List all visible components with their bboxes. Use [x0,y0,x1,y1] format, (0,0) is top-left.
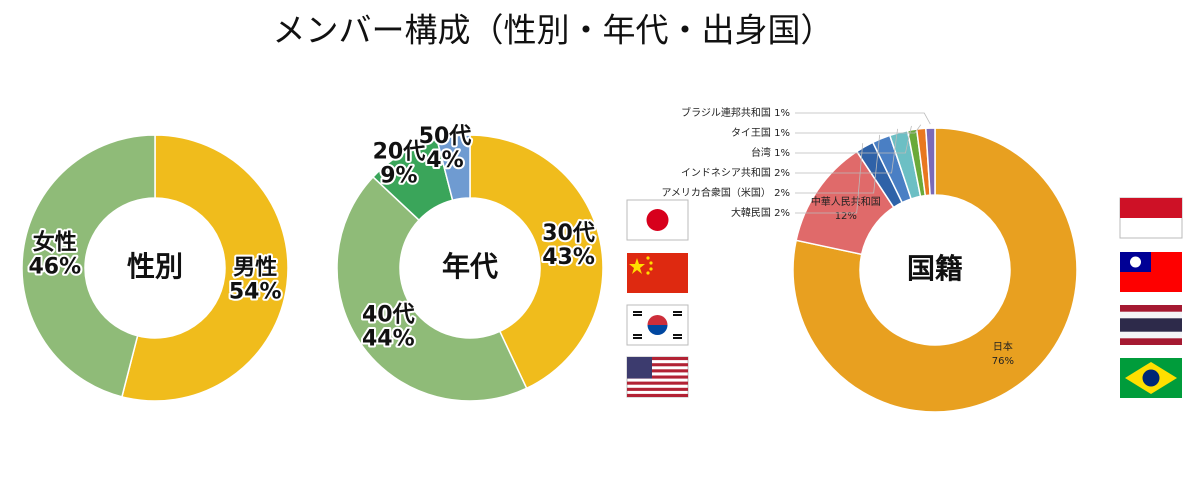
flag-china [627,253,688,293]
slice-label: 中華人民共和国 [811,195,881,208]
category-name: アメリカ合衆国（米国） [661,186,771,199]
flag-brazil [1120,358,1182,398]
leader-line [795,125,912,154]
slice-label: 40代 [362,302,415,327]
flag-indonesia [1119,197,1183,239]
slice-value-label: 2% [774,188,790,199]
leader-line [795,112,931,125]
leader-line [795,124,922,134]
leader-line [795,128,898,174]
donut-slice [436,134,471,202]
slice-value-label: 46% [28,254,81,279]
leader-line [795,143,864,214]
slice-value-label: 1% [774,128,790,139]
slice-value-label: 43% [542,245,595,270]
slice-value-label: 2% [774,168,790,179]
category-name: ブラジル連邦共和国 [681,106,771,119]
category-name: 大韓民国 [731,206,771,219]
slice-label: ブラジル連邦共和国 1% [681,106,790,119]
slice-value-label: 2% [774,208,790,219]
slice-value-label: 76% [992,356,1014,367]
slice-label: 男性 [233,256,277,281]
slice-label: 20代 [373,140,426,165]
slice-value-label: 4% [426,148,463,173]
slice-value-label: 1% [774,108,790,119]
donut-slice [469,134,604,390]
center-label: 性別 [127,250,183,283]
slice-label: インドネシア共和国 2% [681,167,790,179]
slice-value-label: 9% [380,164,417,189]
donut-slice [792,127,1078,413]
flags-left [626,199,689,398]
category-name: 台湾 [751,146,771,159]
slice-value-label: 44% [362,326,415,351]
center-label: 年代 [442,250,498,283]
slice-label: 大韓民国 2% [731,206,790,219]
flags-right [1119,197,1183,398]
flag-thailand [1120,305,1182,345]
flag-taiwan [1120,252,1182,292]
flag-korea [626,304,689,346]
slice-label: 50代 [419,124,472,149]
donut-slice [925,127,936,196]
slice-value-label: 12% [835,211,857,222]
slice-label: 台湾 1% [751,146,790,159]
slice-label: 30代 [542,221,595,246]
leader-line [795,134,881,194]
slice-value-label: 1% [774,148,790,159]
slice-label: 女性 [33,229,77,255]
donut-slice [336,175,528,402]
chart-title: メンバー構成（性別・年代・出身国） [273,11,834,50]
center-label: 国籍 [907,252,963,285]
slice-label: タイ王国 1% [731,127,790,139]
flag-usa [626,356,689,398]
slice-label: 日本 [993,340,1013,353]
donut-slice [121,134,289,402]
category-name: タイ王国 [731,127,771,139]
flag-japan [626,199,689,241]
category-name: インドネシア共和国 [681,167,771,179]
donut-slice [21,134,156,398]
slice-label: アメリカ合衆国（米国） 2% [661,186,790,199]
slice-value-label: 54% [229,280,282,305]
